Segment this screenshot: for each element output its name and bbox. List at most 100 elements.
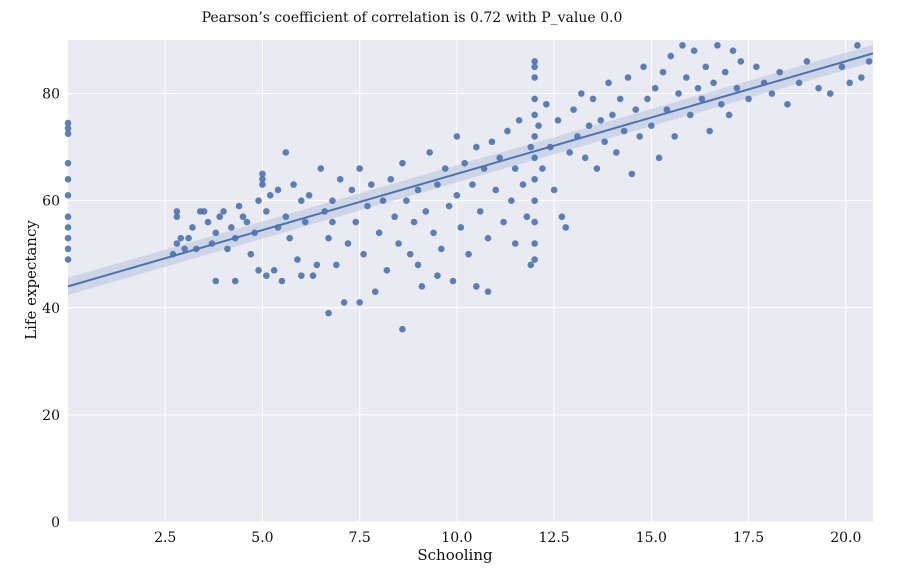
data-point [231, 277, 239, 285]
data-point [718, 100, 725, 108]
data-point [430, 229, 437, 237]
data-point [344, 240, 352, 247]
x-axis-label: Schooling [417, 546, 493, 564]
data-point [504, 127, 511, 135]
data-point [531, 218, 538, 226]
data-point [298, 272, 305, 279]
data-point [309, 272, 317, 279]
data-point [675, 90, 682, 97]
data-point [329, 218, 336, 226]
data-point [329, 197, 336, 204]
data-point [648, 122, 655, 129]
data-point [64, 175, 72, 183]
data-point [181, 245, 188, 253]
data-point [239, 213, 247, 221]
data-point [356, 299, 363, 306]
data-point [496, 154, 503, 162]
data-point [263, 208, 270, 215]
data-point [469, 181, 476, 188]
data-point [640, 63, 647, 71]
data-point [270, 266, 278, 274]
data-point [706, 127, 713, 135]
data-point [601, 138, 608, 146]
data-point [403, 197, 410, 204]
data-point [690, 47, 698, 55]
data-point [737, 58, 745, 65]
data-point [698, 95, 706, 103]
data-point [352, 218, 360, 226]
data-point [531, 74, 538, 81]
data-point [473, 143, 480, 151]
data-point [605, 79, 612, 87]
data-point [449, 277, 457, 285]
data-point [683, 74, 690, 81]
data-points [64, 42, 873, 333]
data-point [220, 208, 227, 215]
data-point [64, 213, 72, 221]
data-point [410, 218, 418, 226]
data-point [247, 250, 255, 258]
data-point [290, 181, 297, 188]
data-point [434, 272, 441, 279]
data-point [531, 240, 538, 247]
data-point [585, 122, 593, 129]
x-tick-label: 10.0 [441, 530, 472, 546]
data-point [173, 240, 181, 247]
data-point [414, 261, 422, 269]
data-point [325, 309, 332, 317]
data-point [659, 68, 667, 76]
data-point [729, 47, 737, 55]
data-point [212, 229, 220, 237]
plot-area [68, 40, 873, 522]
data-point [597, 117, 605, 124]
data-point [364, 202, 371, 210]
data-point [609, 111, 616, 119]
data-point [714, 42, 721, 49]
data-point [733, 84, 741, 92]
data-point [387, 175, 395, 183]
y-axis-label: Life expectancy [22, 220, 40, 340]
data-point [531, 154, 538, 162]
data-point [465, 250, 472, 258]
x-tick-label: 12.5 [539, 530, 570, 546]
data-point [406, 250, 414, 258]
data-point [515, 117, 523, 124]
data-point [531, 197, 538, 204]
data-point [453, 192, 461, 199]
x-tick-labels: 2.5 5.0 7.5 10.0 12.5 15.0 17.5 20.0 [154, 530, 861, 546]
data-point [484, 234, 492, 242]
data-point [616, 95, 624, 103]
data-point [686, 111, 694, 119]
data-point [531, 95, 538, 103]
data-point [492, 186, 500, 194]
data-point [725, 111, 733, 119]
data-point [566, 149, 573, 156]
data-point [64, 256, 72, 263]
x-tick-label: 5.0 [251, 530, 273, 546]
data-point [562, 224, 570, 231]
data-point [846, 79, 853, 87]
data-point [414, 186, 422, 194]
regression-line-group [67, 52, 874, 288]
data-point [531, 63, 538, 71]
y-tick-label: 20 [42, 408, 60, 424]
data-point [543, 100, 550, 108]
data-point [399, 159, 406, 167]
data-point [434, 181, 441, 188]
data-point [539, 165, 546, 172]
x-tick-label: 17.5 [733, 530, 764, 546]
data-point [453, 133, 461, 140]
data-point [753, 63, 760, 71]
data-point [803, 58, 811, 65]
y-tick-label: 0 [51, 515, 60, 531]
data-point [282, 213, 290, 221]
data-point [593, 165, 601, 172]
data-point [64, 234, 72, 242]
data-point [679, 42, 686, 49]
data-point [375, 229, 383, 237]
data-point [531, 133, 538, 140]
data-point [317, 165, 325, 172]
data-point [64, 125, 72, 132]
data-point [371, 288, 379, 296]
data-point [438, 245, 445, 253]
